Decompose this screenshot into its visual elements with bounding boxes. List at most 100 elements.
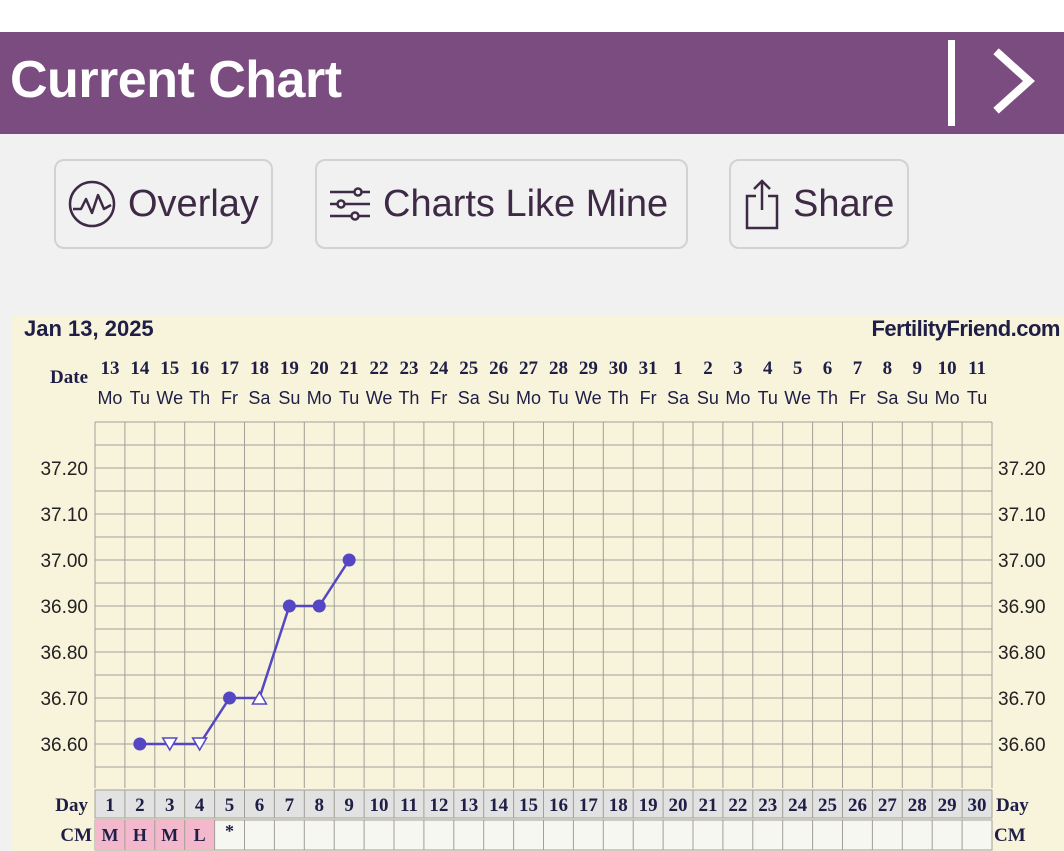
temp-point-dot [342, 553, 356, 567]
cycle-day-number: 2 [135, 795, 145, 816]
y-tick-left: 37.20 [40, 459, 88, 480]
status-bar-area [0, 0, 1064, 32]
weekday-label: Su [906, 388, 928, 408]
y-tick-right: 36.90 [998, 597, 1046, 618]
weekday-label: Mo [725, 388, 750, 408]
cycle-day-number: 4 [195, 795, 205, 816]
cycle-day-number: 26 [848, 795, 867, 816]
y-tick-right: 36.70 [998, 689, 1046, 710]
weekday-label: We [156, 388, 183, 408]
cycle-day-number: 7 [285, 795, 295, 816]
weekday-label: Sa [667, 388, 690, 408]
chart-date: Jan 13, 2025 [24, 316, 154, 341]
date-number: 10 [938, 358, 957, 379]
overlay-button[interactable]: Overlay [54, 159, 273, 249]
day-row-label-right: Day [996, 795, 1029, 816]
weekday-label: We [575, 388, 602, 408]
y-tick-left: 37.00 [40, 551, 88, 572]
date-number: 3 [733, 358, 743, 379]
y-tick-left: 36.60 [40, 735, 88, 756]
weekday-label: Tu [130, 388, 150, 408]
weekday-label: Th [398, 388, 419, 408]
date-number: 7 [853, 358, 863, 379]
filter-sliders-icon [317, 186, 383, 222]
date-number: 11 [968, 358, 986, 379]
cycle-day-number: 5 [225, 795, 235, 816]
next-chart-button[interactable] [985, 46, 1045, 116]
date-number: 13 [100, 358, 119, 379]
date-number: 9 [913, 358, 923, 379]
cm-value: M [101, 825, 118, 845]
overlay-label: Overlay [128, 182, 259, 225]
y-tick-left: 36.70 [40, 689, 88, 710]
weekday-label: Th [189, 388, 210, 408]
cycle-day-number: 15 [519, 795, 538, 816]
cycle-day-number: 6 [255, 795, 265, 816]
cycle-day-number: 1 [105, 795, 115, 816]
page-title: Current Chart [10, 51, 342, 109]
date-number: 29 [579, 358, 598, 379]
charts-like-mine-label: Charts Like Mine [383, 182, 669, 225]
cycle-day-number: 16 [549, 795, 568, 816]
day-row-label-left: Day [55, 795, 88, 816]
temp-point-dot [282, 599, 296, 613]
y-tick-left: 36.90 [40, 597, 88, 618]
cm-row-label-right: CM [994, 825, 1026, 846]
cycle-day-number: 20 [669, 795, 688, 816]
cm-cell-highlight [184, 820, 215, 850]
y-tick-left: 36.80 [40, 643, 88, 664]
cycle-day-number: 24 [788, 795, 808, 816]
date-number: 24 [429, 358, 449, 379]
weekday-label: We [366, 388, 393, 408]
weekday-label: Mo [516, 388, 541, 408]
cycle-day-number: 30 [968, 795, 987, 816]
date-row-label: Date [50, 367, 88, 388]
weekday-label: Fr [430, 388, 447, 408]
cm-cell-highlight [154, 820, 185, 850]
cycle-day-number: 8 [315, 795, 325, 816]
app-header: Current Chart [0, 32, 1064, 134]
date-number: 14 [130, 358, 150, 379]
date-number: 19 [280, 358, 299, 379]
date-number: 26 [489, 358, 508, 379]
cycle-day-number: 21 [698, 795, 717, 816]
weekday-label: Sa [876, 388, 899, 408]
weekday-label: Su [697, 388, 719, 408]
y-tick-left: 37.10 [40, 505, 88, 526]
weekday-label: Fr [849, 388, 866, 408]
y-tick-right: 37.00 [998, 551, 1046, 572]
cycle-day-number: 14 [489, 795, 509, 816]
y-tick-right: 36.60 [998, 735, 1046, 756]
cycle-day-number: 22 [728, 795, 747, 816]
cycle-day-number: 28 [908, 795, 927, 816]
date-number: 28 [549, 358, 568, 379]
cm-cell-highlight [124, 820, 155, 850]
cycle-day-number: 25 [818, 795, 837, 816]
chart-brand: FertilityFriend.com [871, 316, 1060, 341]
weekday-label: We [784, 388, 811, 408]
cm-value: * [225, 821, 234, 841]
date-number: 17 [220, 358, 240, 379]
weekday-label: Fr [640, 388, 657, 408]
weekday-label: Th [817, 388, 838, 408]
date-number: 23 [399, 358, 418, 379]
bbt-chart-svg: Date 13 14 15 16 17 18 19 20 21 22 23 24 25 26 27 28 29 30… [40, 358, 1046, 851]
weekday-label: Mo [935, 388, 960, 408]
header-divider [948, 40, 955, 126]
cycle-day-number: 17 [579, 795, 599, 816]
bbt-chart: Jan 13, 2025 FertilityFriend.com Date 13 1… [12, 316, 1064, 851]
temp-point-triangle-down [161, 737, 179, 752]
cycle-day-number: 27 [878, 795, 898, 816]
charts-like-mine-button[interactable]: Charts Like Mine [315, 159, 688, 249]
date-number: 22 [370, 358, 389, 379]
share-button[interactable]: Share [729, 159, 909, 249]
weekday-label: Fr [221, 388, 238, 408]
temp-point-dot [223, 691, 237, 705]
date-number: 18 [250, 358, 269, 379]
cm-value: M [161, 825, 178, 845]
cycle-day-number: 12 [429, 795, 448, 816]
date-number: 27 [519, 358, 539, 379]
cycle-day-number: 29 [938, 795, 957, 816]
overlay-icon [56, 179, 128, 229]
weekday-label: Su [488, 388, 510, 408]
